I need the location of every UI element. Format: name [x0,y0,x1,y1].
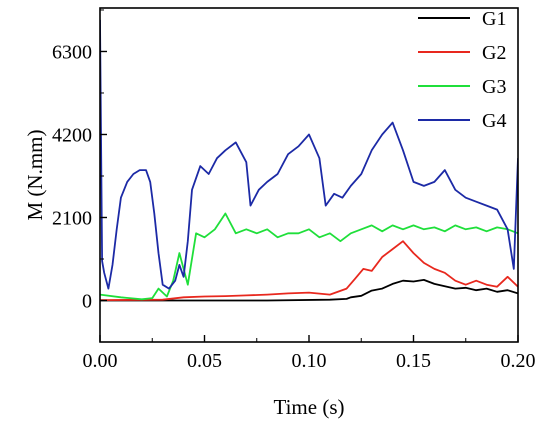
series-line-g4 [100,19,518,290]
series-line-g3 [100,212,518,301]
y-tick-label: 6300 [52,41,92,63]
y-tick-label: 0 [82,290,92,312]
x-axis-title: Time (s) [274,395,345,419]
x-tick-label: 0.05 [187,350,222,372]
legend-label-g2: G2 [482,42,506,64]
legend-label-g4: G4 [482,110,506,132]
y-tick-label: 4200 [52,124,92,146]
legend-label-g3: G3 [482,76,506,98]
y-axis-title: M (N.mm) [23,130,47,221]
legend: G1 G2 G3 G4 [418,8,506,132]
legend-label-g1: G1 [482,8,506,30]
plot-marks [100,19,518,302]
series-line-g2 [100,240,518,301]
x-tick-label: 0.00 [83,350,118,372]
x-tick-label: 0.20 [501,350,536,372]
series-line-g1 [100,278,518,302]
axis-ticks: 0.00 0.05 0.10 0.15 0.20 0 2100 4200 6300 [52,9,536,372]
y-tick-label: 2100 [52,207,92,229]
x-tick-label: 0.10 [292,350,327,372]
x-tick-label: 0.15 [396,350,431,372]
